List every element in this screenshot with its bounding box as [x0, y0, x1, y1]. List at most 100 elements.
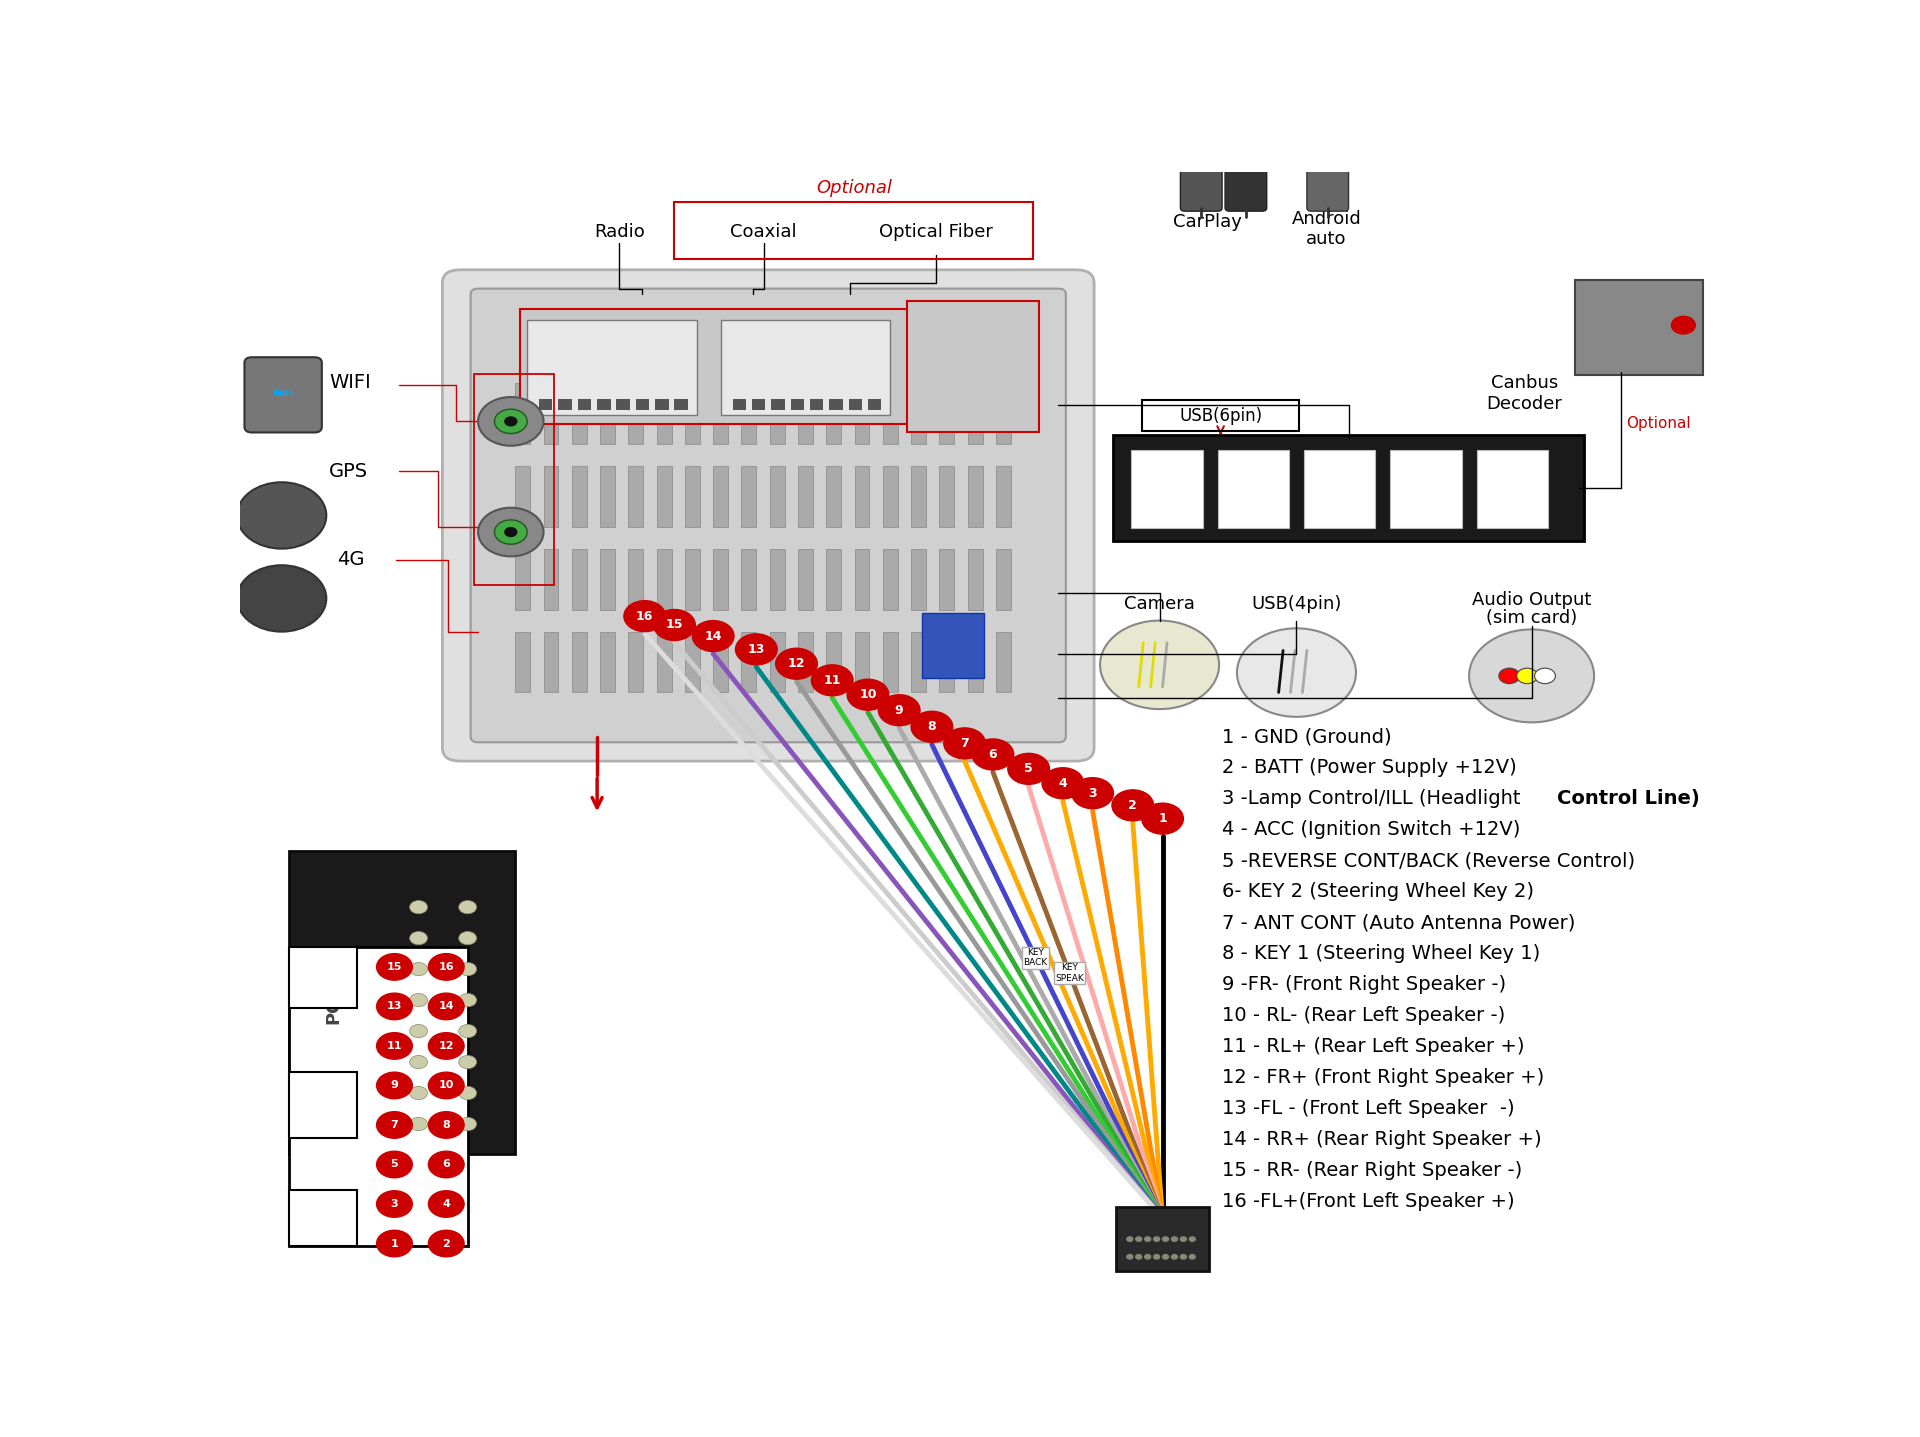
Circle shape — [376, 1033, 413, 1059]
Circle shape — [1142, 803, 1183, 833]
Circle shape — [428, 1033, 465, 1059]
FancyBboxPatch shape — [996, 632, 1010, 693]
Text: 10 - RL- (Rear Left Speaker -): 10 - RL- (Rear Left Speaker -) — [1221, 1006, 1505, 1025]
Circle shape — [1112, 790, 1154, 821]
FancyBboxPatch shape — [543, 549, 559, 609]
FancyBboxPatch shape — [854, 382, 870, 444]
FancyBboxPatch shape — [883, 382, 899, 444]
Circle shape — [409, 1118, 428, 1131]
Text: 10: 10 — [858, 688, 877, 701]
FancyBboxPatch shape — [791, 399, 804, 411]
FancyBboxPatch shape — [868, 399, 881, 411]
Text: 16 -FL+(Front Left Speaker +): 16 -FL+(Front Left Speaker +) — [1221, 1191, 1515, 1211]
FancyBboxPatch shape — [636, 399, 649, 411]
Circle shape — [1171, 1237, 1177, 1242]
Circle shape — [1100, 621, 1219, 708]
FancyBboxPatch shape — [968, 632, 983, 693]
FancyBboxPatch shape — [741, 549, 756, 609]
FancyBboxPatch shape — [572, 382, 588, 444]
Text: 15: 15 — [666, 618, 684, 631]
Circle shape — [459, 1086, 476, 1099]
FancyBboxPatch shape — [515, 466, 530, 526]
FancyBboxPatch shape — [520, 309, 1018, 424]
Text: WiFi: WiFi — [273, 389, 294, 398]
Circle shape — [877, 694, 920, 726]
FancyBboxPatch shape — [741, 382, 756, 444]
FancyBboxPatch shape — [572, 466, 588, 526]
FancyBboxPatch shape — [1390, 450, 1461, 527]
Text: 4G: 4G — [336, 550, 365, 569]
FancyBboxPatch shape — [912, 549, 925, 609]
Circle shape — [624, 601, 666, 632]
Text: 10: 10 — [438, 1081, 453, 1091]
Text: 4 - ACC (Ignition Switch +12V): 4 - ACC (Ignition Switch +12V) — [1221, 821, 1521, 839]
Text: auto: auto — [1306, 230, 1346, 247]
Text: 7 - ANT CONT (Auto Antenna Power): 7 - ANT CONT (Auto Antenna Power) — [1221, 912, 1576, 933]
Text: 5: 5 — [390, 1160, 397, 1170]
Text: USB(4pin): USB(4pin) — [1252, 595, 1342, 614]
Circle shape — [653, 609, 695, 641]
Circle shape — [459, 1055, 476, 1069]
Circle shape — [376, 1191, 413, 1217]
Text: 1 - GND (Ground): 1 - GND (Ground) — [1221, 727, 1392, 746]
FancyBboxPatch shape — [939, 549, 954, 609]
FancyBboxPatch shape — [939, 382, 954, 444]
FancyBboxPatch shape — [829, 399, 843, 411]
Text: (sim card): (sim card) — [1486, 609, 1576, 628]
Circle shape — [1144, 1255, 1150, 1259]
Circle shape — [1127, 1255, 1133, 1259]
FancyBboxPatch shape — [685, 632, 699, 693]
Text: Optical Fiber: Optical Fiber — [879, 223, 993, 241]
FancyBboxPatch shape — [1114, 434, 1584, 540]
Circle shape — [376, 1230, 413, 1257]
Circle shape — [1181, 1237, 1187, 1242]
FancyBboxPatch shape — [543, 382, 559, 444]
FancyBboxPatch shape — [628, 549, 643, 609]
FancyBboxPatch shape — [996, 549, 1010, 609]
FancyBboxPatch shape — [799, 632, 812, 693]
FancyBboxPatch shape — [515, 549, 530, 609]
Bar — [290, 1190, 357, 1246]
FancyBboxPatch shape — [597, 399, 611, 411]
Text: Coaxial: Coaxial — [730, 223, 797, 241]
FancyBboxPatch shape — [883, 549, 899, 609]
Text: Decoder: Decoder — [1486, 395, 1563, 412]
Circle shape — [1181, 1255, 1187, 1259]
Text: 2: 2 — [442, 1239, 449, 1249]
FancyBboxPatch shape — [883, 632, 899, 693]
FancyBboxPatch shape — [628, 382, 643, 444]
Circle shape — [409, 901, 428, 914]
FancyBboxPatch shape — [572, 549, 588, 609]
Circle shape — [376, 1112, 413, 1138]
Text: 4: 4 — [442, 1198, 449, 1209]
Circle shape — [1071, 777, 1114, 809]
Circle shape — [409, 963, 428, 976]
Text: 9 -FR- (Front Right Speaker -): 9 -FR- (Front Right Speaker -) — [1221, 976, 1505, 994]
FancyBboxPatch shape — [1217, 450, 1288, 527]
Circle shape — [495, 520, 528, 545]
Text: 13: 13 — [747, 642, 764, 655]
FancyBboxPatch shape — [968, 382, 983, 444]
Text: USB(6pin): USB(6pin) — [1179, 407, 1261, 425]
FancyBboxPatch shape — [572, 632, 588, 693]
Text: Optional: Optional — [1626, 417, 1690, 431]
Circle shape — [409, 1025, 428, 1038]
FancyBboxPatch shape — [601, 549, 614, 609]
FancyBboxPatch shape — [657, 466, 672, 526]
FancyBboxPatch shape — [996, 382, 1010, 444]
Text: Camera: Camera — [1123, 595, 1194, 614]
FancyBboxPatch shape — [826, 382, 841, 444]
Circle shape — [776, 648, 818, 680]
FancyBboxPatch shape — [685, 382, 699, 444]
Circle shape — [478, 397, 543, 445]
Circle shape — [912, 711, 952, 743]
FancyBboxPatch shape — [601, 382, 614, 444]
Circle shape — [428, 993, 465, 1020]
FancyBboxPatch shape — [712, 549, 728, 609]
FancyBboxPatch shape — [939, 466, 954, 526]
FancyBboxPatch shape — [601, 632, 614, 693]
Text: Radio: Radio — [593, 223, 645, 241]
Circle shape — [459, 993, 476, 1007]
FancyBboxPatch shape — [616, 399, 630, 411]
Text: 15 - RR- (Rear Right Speaker -): 15 - RR- (Rear Right Speaker -) — [1221, 1161, 1523, 1180]
